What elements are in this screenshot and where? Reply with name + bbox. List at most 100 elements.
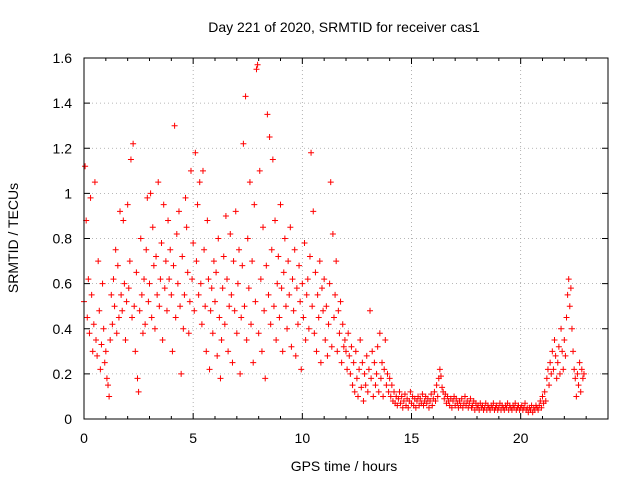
data-point bbox=[318, 285, 325, 292]
data-point bbox=[159, 337, 166, 344]
data-point bbox=[370, 393, 377, 400]
data-point bbox=[560, 366, 567, 373]
x-tick-label: 15 bbox=[404, 430, 420, 446]
data-point bbox=[194, 201, 201, 208]
data-point bbox=[94, 352, 101, 359]
x-tick-labels: 0 5 10 15 20 bbox=[80, 430, 529, 446]
data-point bbox=[522, 400, 529, 407]
data-point bbox=[274, 280, 281, 287]
data-point bbox=[282, 303, 289, 310]
x-tick-label: 20 bbox=[513, 430, 529, 446]
data-point bbox=[548, 370, 555, 377]
y-tick-label: 1.2 bbox=[53, 140, 73, 156]
data-point bbox=[198, 321, 205, 328]
y-tick-label: 1.6 bbox=[53, 50, 73, 66]
data-point bbox=[249, 258, 256, 265]
data-point bbox=[272, 217, 279, 224]
data-point bbox=[217, 375, 224, 382]
data-point bbox=[395, 395, 402, 402]
data-point bbox=[201, 246, 208, 253]
data-point bbox=[550, 366, 557, 373]
data-point bbox=[228, 291, 235, 298]
data-point bbox=[145, 298, 152, 305]
data-point bbox=[288, 343, 295, 350]
data-point bbox=[345, 330, 352, 337]
data-point bbox=[372, 382, 379, 389]
data-point bbox=[158, 240, 165, 247]
data-point bbox=[562, 352, 569, 359]
data-point bbox=[544, 366, 551, 373]
data-point bbox=[417, 395, 424, 402]
data-point bbox=[136, 307, 143, 314]
y-tick-label: 1 bbox=[64, 185, 72, 201]
data-point bbox=[412, 404, 419, 411]
data-point bbox=[220, 253, 227, 260]
data-point bbox=[338, 359, 345, 366]
data-point bbox=[89, 348, 96, 355]
data-point bbox=[563, 314, 570, 321]
data-point bbox=[189, 276, 196, 283]
data-point bbox=[317, 359, 324, 366]
data-point bbox=[290, 307, 297, 314]
data-point bbox=[383, 382, 390, 389]
data-point bbox=[141, 276, 148, 283]
data-point bbox=[205, 276, 212, 283]
data-point bbox=[207, 307, 214, 314]
data-point bbox=[431, 388, 438, 395]
data-point bbox=[218, 337, 225, 344]
data-point bbox=[209, 330, 216, 337]
data-point bbox=[245, 285, 252, 292]
data-point bbox=[546, 382, 553, 389]
data-point bbox=[233, 330, 240, 337]
data-point bbox=[151, 325, 158, 332]
data-point bbox=[142, 321, 149, 328]
data-point bbox=[261, 307, 268, 314]
data-point bbox=[195, 291, 202, 298]
data-point bbox=[131, 303, 138, 310]
data-point bbox=[556, 370, 563, 377]
data-point bbox=[336, 330, 343, 337]
data-point bbox=[212, 298, 218, 305]
data-point bbox=[371, 359, 378, 366]
data-point bbox=[242, 93, 249, 100]
data-point bbox=[139, 330, 146, 337]
data-point bbox=[86, 330, 93, 337]
data-point bbox=[332, 291, 339, 298]
data-point bbox=[277, 201, 284, 208]
data-point bbox=[280, 269, 287, 276]
data-point bbox=[347, 370, 354, 377]
data-point bbox=[125, 285, 132, 292]
data-point bbox=[137, 235, 144, 242]
data-point bbox=[84, 314, 91, 321]
data-point bbox=[444, 393, 451, 400]
data-point bbox=[146, 280, 153, 287]
data-point bbox=[216, 314, 223, 321]
data-point bbox=[258, 348, 265, 355]
data-point bbox=[433, 382, 440, 389]
data-point bbox=[337, 298, 344, 305]
data-point bbox=[278, 285, 285, 292]
data-point bbox=[461, 393, 468, 400]
data-point bbox=[87, 194, 94, 201]
data-point bbox=[138, 291, 145, 298]
data-point bbox=[398, 393, 405, 400]
data-point bbox=[165, 217, 172, 224]
data-point bbox=[208, 285, 215, 292]
data-point bbox=[400, 397, 407, 404]
data-point bbox=[339, 321, 346, 328]
data-point bbox=[192, 149, 199, 156]
data-point bbox=[254, 61, 261, 68]
axis-ticks bbox=[83, 57, 609, 420]
data-point bbox=[300, 314, 307, 321]
data-point bbox=[232, 208, 239, 215]
data-point bbox=[187, 167, 194, 174]
data-point bbox=[161, 285, 168, 292]
data-point bbox=[326, 280, 333, 287]
data-point bbox=[121, 280, 128, 287]
data-point bbox=[244, 235, 251, 242]
data-point bbox=[276, 314, 283, 321]
data-point bbox=[206, 366, 213, 373]
data-point bbox=[124, 201, 131, 208]
data-point bbox=[377, 375, 384, 382]
